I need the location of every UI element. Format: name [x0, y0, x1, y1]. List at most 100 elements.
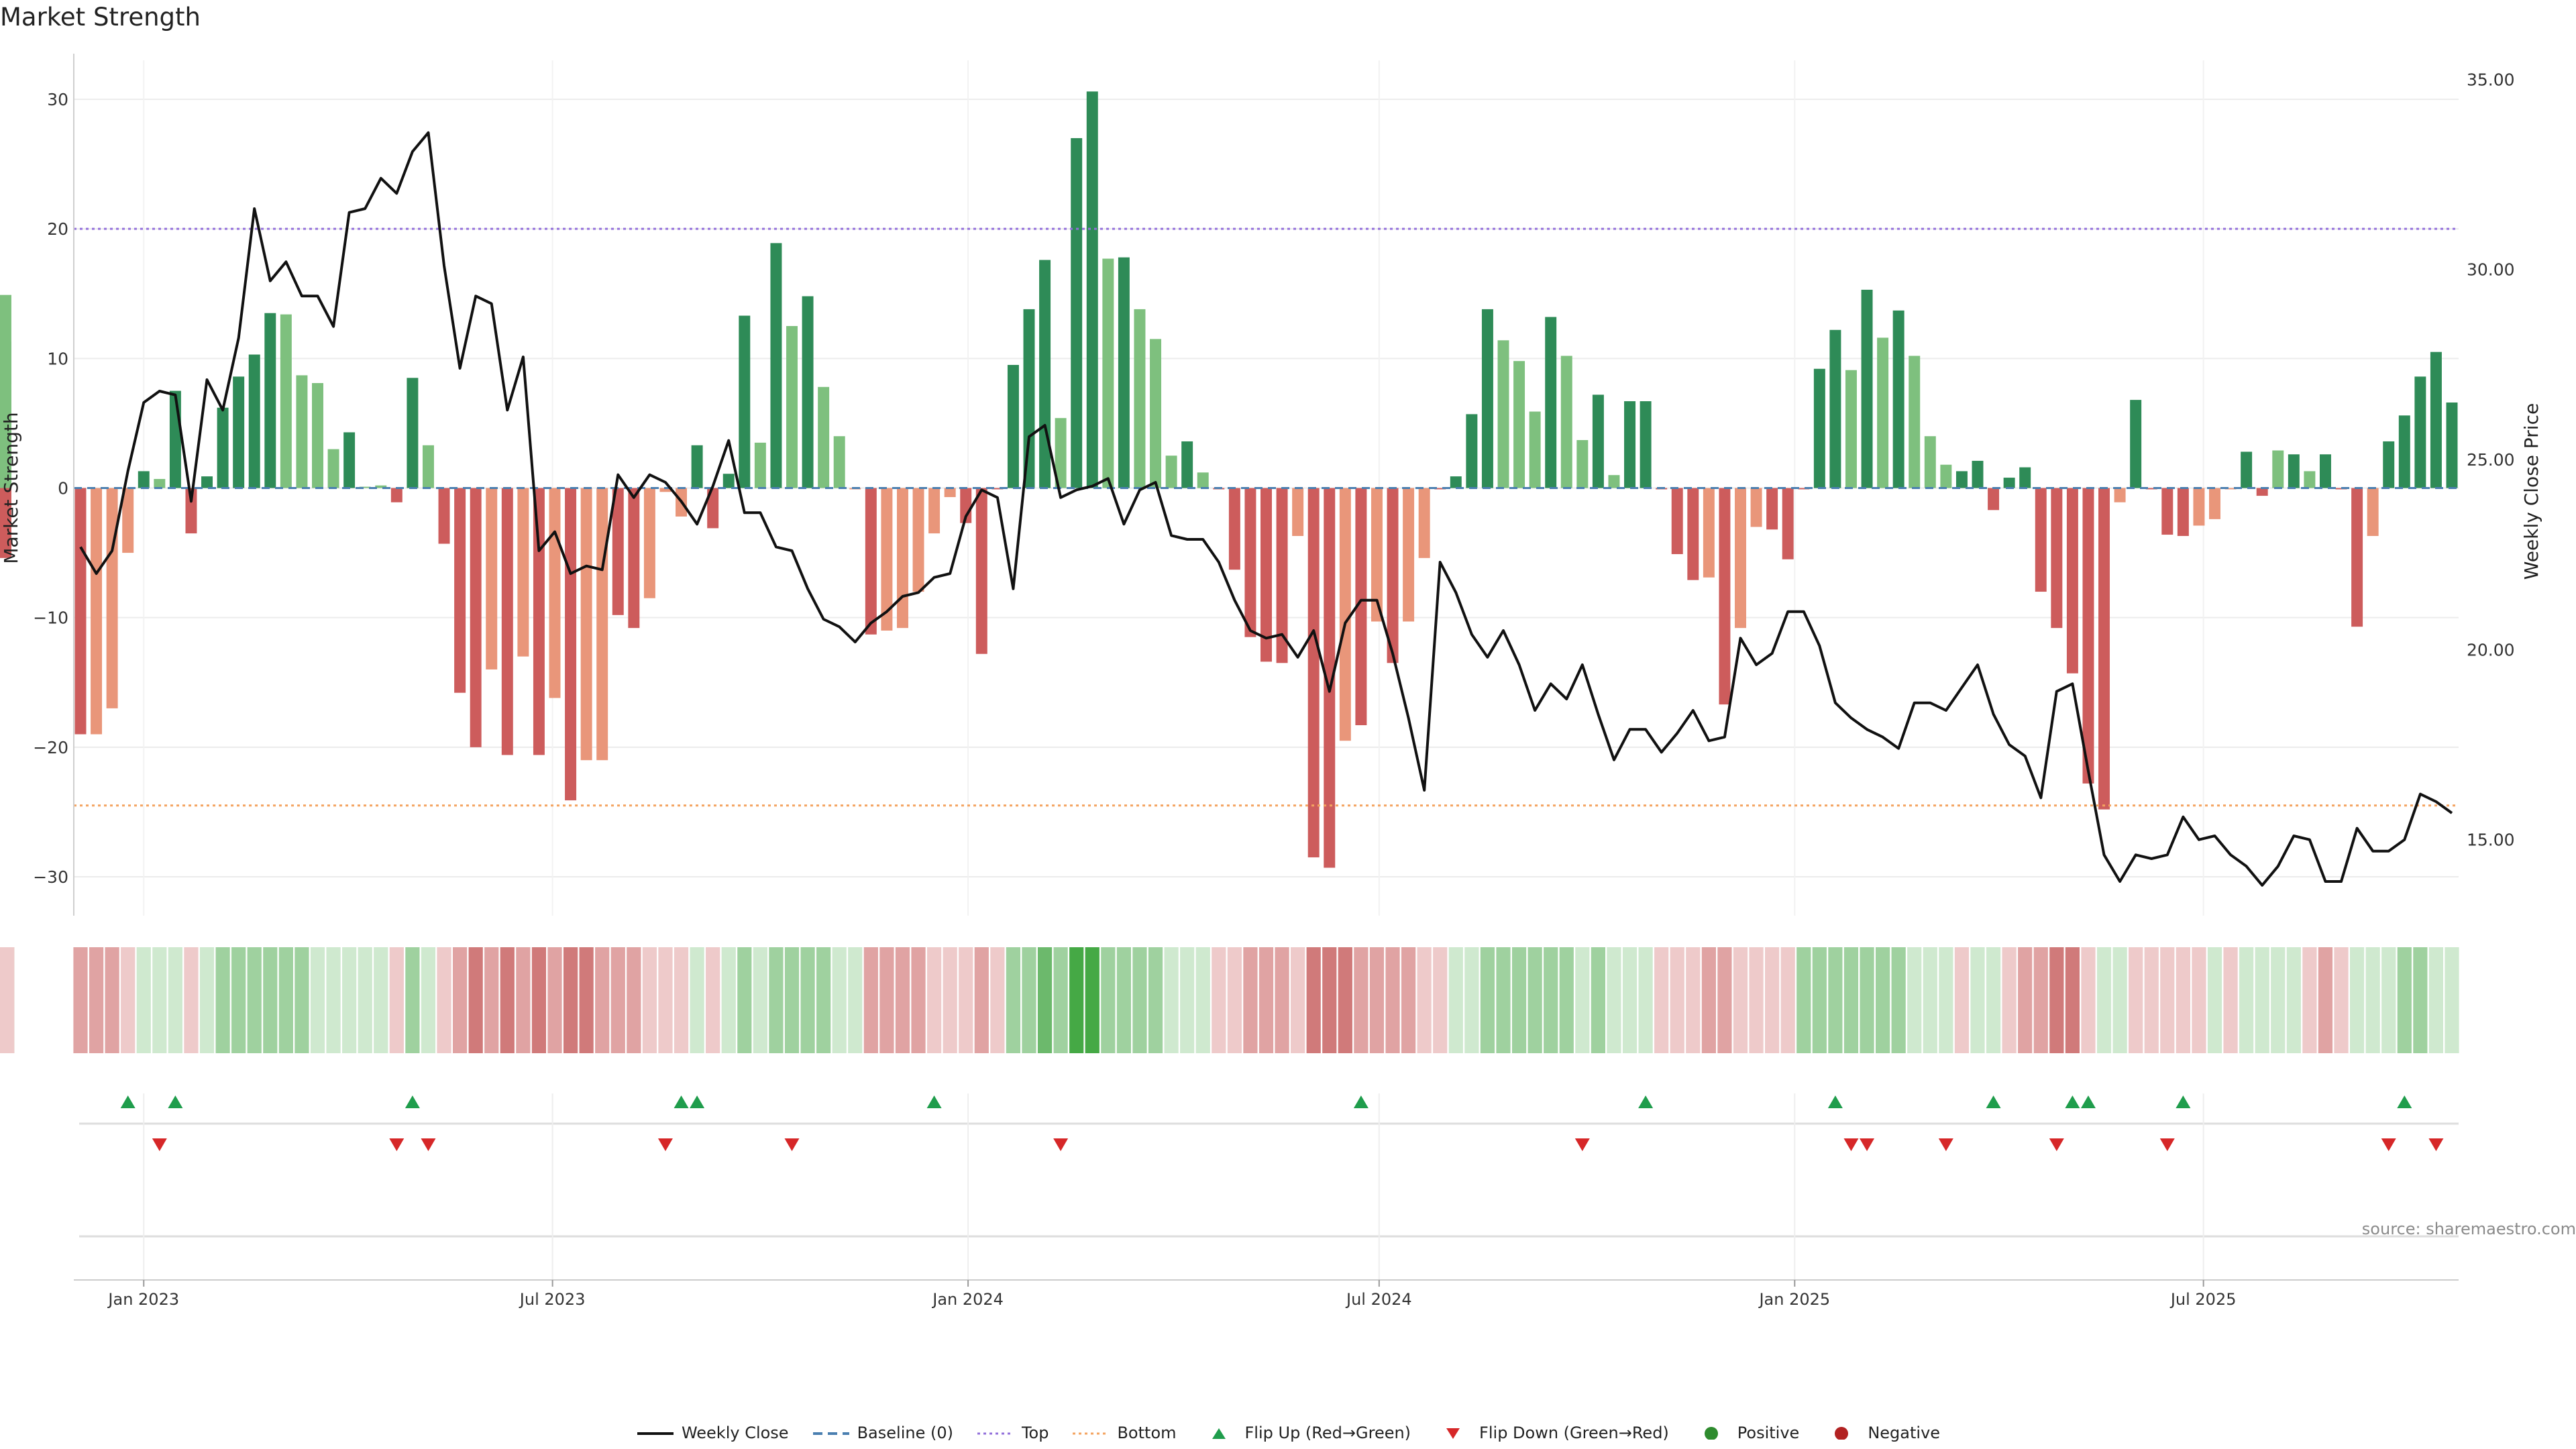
strength-bar	[802, 296, 814, 488]
flip-down-marker	[152, 1138, 167, 1151]
axes: 30 20 10 0 −10 −20 −30 35.00 30.00 25.00 20.00 15.0…	[0, 54, 2542, 916]
chart-title: Market Strength	[0, 3, 201, 32]
source-note: source: sharemaestro.com	[2361, 1220, 2576, 1238]
flip-down-marker	[784, 1138, 800, 1151]
heat-cell	[231, 947, 246, 1053]
heat-cell	[2160, 947, 2175, 1053]
strength-bar	[565, 488, 577, 801]
heat-cell	[294, 947, 309, 1053]
y-tick-label: 10	[47, 349, 68, 368]
strength-bar	[1735, 488, 1746, 629]
legend-label: Negative	[1868, 1424, 1941, 1442]
heat-cell	[769, 947, 784, 1053]
strength-bar	[2288, 454, 2300, 488]
heat-cell	[342, 947, 357, 1053]
y-axis-label: Market Strength	[0, 412, 22, 564]
heat-cell	[105, 947, 119, 1053]
strength-bar	[1940, 464, 1952, 488]
strength-bar	[169, 390, 181, 488]
y-tick-label: −30	[33, 867, 68, 887]
strength-bar	[1355, 488, 1367, 726]
strength-bar	[2003, 478, 2015, 488]
x-tick-label: Jan 2023	[107, 1290, 179, 1309]
strength-bar	[217, 407, 229, 488]
heat-cell	[547, 947, 562, 1053]
strength-bar	[264, 313, 276, 488]
legend-label: Flip Down (Green→Red)	[1479, 1424, 1669, 1442]
strength-bar	[2351, 488, 2363, 627]
heat-cell	[1401, 947, 1416, 1053]
heat-cell	[1243, 947, 1258, 1053]
heat-cell	[1875, 947, 1890, 1053]
strength-bar	[1150, 339, 1162, 488]
flip-up-marker	[2176, 1095, 2191, 1108]
strength-bar	[580, 488, 592, 761]
strength-bar	[1023, 309, 1035, 488]
heat-cell	[2018, 947, 2033, 1053]
heat-cell	[2207, 947, 2222, 1053]
strength-bar	[2098, 488, 2110, 810]
heat-cell	[1132, 947, 1147, 1053]
legend-item: Bottom	[1071, 1424, 1177, 1442]
heat-cell	[816, 947, 831, 1053]
heat-cell	[1338, 947, 1352, 1053]
strength-bar	[2019, 467, 2031, 488]
heat-cell	[2445, 947, 2459, 1053]
heat-cell	[2033, 947, 2048, 1053]
strength-bar	[881, 488, 893, 631]
strength-bar	[470, 488, 482, 747]
heat-cell	[990, 947, 1005, 1053]
strength-bar	[280, 314, 292, 488]
flip-down-marker	[421, 1138, 436, 1151]
strength-bar	[1292, 488, 1304, 536]
heat-cell	[1433, 947, 1448, 1053]
heat-cell	[1733, 947, 1748, 1053]
heat-cell	[1116, 947, 1132, 1053]
heat-cell	[374, 947, 388, 1053]
strength-bar	[2272, 450, 2284, 488]
strength-bar	[2256, 488, 2268, 496]
heat-cell	[1275, 947, 1289, 1053]
flip-down-marker	[1053, 1138, 1069, 1151]
flip-down-marker	[657, 1138, 673, 1151]
strength-bar	[896, 488, 908, 629]
heat-cell	[721, 947, 736, 1053]
heat-cell	[943, 947, 957, 1053]
strength-bar	[1592, 394, 1604, 488]
flip-down-marker	[2159, 1138, 2175, 1151]
y-tick-label: −10	[33, 608, 68, 628]
heat-cell	[73, 947, 88, 1053]
strength-bar	[138, 471, 150, 488]
flip-down-marker	[1843, 1138, 1859, 1151]
strength-bar	[1324, 488, 1336, 868]
strength-bar	[312, 383, 323, 488]
heat-cell	[326, 947, 341, 1053]
heat-cell	[89, 947, 104, 1053]
y-tick-label: 30	[47, 90, 68, 109]
legend-item: Weekly Close	[636, 1424, 789, 1442]
strength-bar	[2209, 488, 2220, 519]
strength-bar	[1988, 488, 2000, 511]
heat-cell	[247, 947, 262, 1053]
strength-bar	[2414, 376, 2426, 488]
heat-cell	[706, 947, 720, 1053]
legend-swatch-icon	[812, 1432, 849, 1435]
heat-cell	[2176, 947, 2190, 1053]
strength-bar	[359, 486, 371, 488]
y-right-tick-label: 35.00	[2467, 70, 2515, 89]
strength-bar	[1782, 488, 1794, 559]
heat-cell	[1417, 947, 1432, 1053]
heat-cell	[215, 947, 230, 1053]
heat-cell	[1291, 947, 1305, 1053]
heat-cell	[1638, 947, 1653, 1053]
heat-cell	[974, 947, 989, 1053]
strength-bar	[612, 488, 624, 615]
heat-cell	[2349, 947, 2365, 1053]
strength-bar	[1118, 257, 1130, 488]
heat-cell	[136, 947, 151, 1053]
heat-cell	[168, 947, 183, 1053]
strength-bar	[1134, 309, 1146, 488]
heat-cell	[1717, 947, 1732, 1053]
heat-cell	[1511, 947, 1527, 1053]
